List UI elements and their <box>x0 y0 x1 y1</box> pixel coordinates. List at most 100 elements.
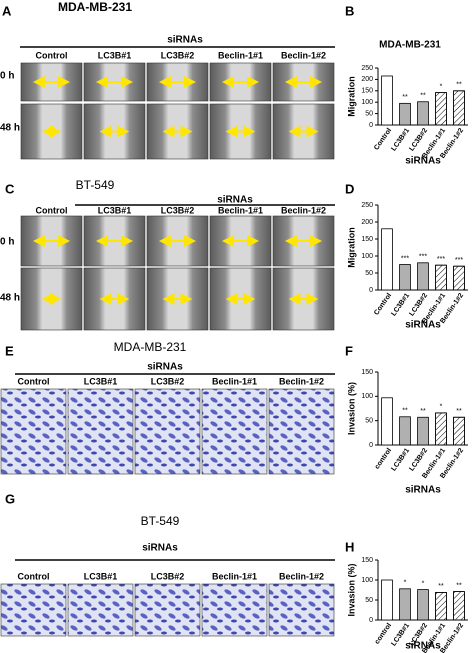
column-label: Control <box>18 571 50 581</box>
bar <box>399 102 411 126</box>
panel-label: G <box>5 491 15 506</box>
significance: * <box>440 404 443 411</box>
column-label: Control <box>36 205 68 215</box>
y-tick-label: 200 <box>361 219 373 226</box>
panel-label: F <box>345 343 353 358</box>
significance: ** <box>438 583 444 590</box>
panel-title: BT-549 <box>76 178 115 192</box>
group-label: siRNAs <box>167 35 203 46</box>
column-label: Beclin-1#2 <box>279 571 324 581</box>
group-label: siRNAs <box>147 362 183 373</box>
row-label: 0 h <box>0 237 14 248</box>
bar <box>417 589 429 621</box>
column-label: Control <box>36 50 68 60</box>
x-axis-label: siRNAs <box>405 320 441 331</box>
y-tick-label: 50 <box>365 597 373 604</box>
bar <box>417 262 429 291</box>
panel-label: E <box>5 343 14 358</box>
panel-title: MDA-MB-231 <box>58 0 132 14</box>
y-tick-label: 0 <box>369 122 373 129</box>
y-tick-label: 100 <box>361 393 373 400</box>
panel-title: BT-549 <box>141 514 180 528</box>
chart-title: MDA-MB-231 <box>379 40 441 51</box>
group-label: siRNAs <box>217 195 253 206</box>
significance: ** <box>402 408 408 415</box>
y-tick-label: 150 <box>361 236 373 243</box>
bar <box>417 101 429 126</box>
x-axis-label: siRNAs <box>405 641 441 652</box>
significance: *** <box>419 254 427 261</box>
significance: ** <box>456 408 462 415</box>
column-label: Beclin-1#2 <box>281 50 326 60</box>
bar <box>399 588 411 621</box>
micrograph <box>268 388 335 475</box>
panel-label: B <box>345 3 354 18</box>
row-label: 0 h <box>0 71 14 82</box>
x-axis-label: siRNAs <box>405 156 441 167</box>
bar <box>399 416 411 446</box>
y-tick-label: 0 <box>369 442 373 449</box>
bar <box>381 397 393 446</box>
significance: * <box>422 580 425 587</box>
column-label: LC3B#2 <box>151 376 185 386</box>
micrograph <box>0 388 67 475</box>
row-label: 48 h <box>0 123 20 134</box>
y-tick-label: 150 <box>361 557 373 564</box>
column-label: LC3B#2 <box>161 205 195 215</box>
y-tick-label: 0 <box>369 617 373 624</box>
bar-hatch <box>435 412 447 446</box>
y-tick-label: 100 <box>361 99 373 106</box>
group-label: siRNAs <box>142 543 178 554</box>
y-tick-label: 100 <box>361 253 373 260</box>
y-tick-label: 100 <box>361 577 373 584</box>
column-label: Beclin-1#1 <box>212 376 257 386</box>
significance: *** <box>455 257 463 264</box>
column-label: LC3B#1 <box>84 571 118 581</box>
significance: ** <box>420 408 426 415</box>
micrograph <box>0 583 67 637</box>
column-label: Beclin-1#1 <box>218 50 263 60</box>
y-tick-label: 50 <box>365 110 373 117</box>
bar <box>399 264 411 291</box>
micrograph <box>134 388 201 475</box>
significance: ** <box>456 582 462 589</box>
column-label: LC3B#2 <box>151 571 185 581</box>
significance: ** <box>456 82 462 89</box>
y-axis-label: Migration <box>346 227 356 268</box>
bar-hatch <box>453 591 465 621</box>
micrograph <box>83 215 146 267</box>
y-tick-label: 50 <box>365 418 373 425</box>
bar-hatch <box>453 416 465 446</box>
bar-hatch <box>435 592 447 621</box>
column-label: LC3B#1 <box>84 376 118 386</box>
panel-title: MDA-MB-231 <box>114 340 187 354</box>
micrograph <box>67 388 134 475</box>
y-tick-label: 250 <box>361 202 373 209</box>
column-label: Beclin-1#2 <box>279 376 324 386</box>
y-axis-label: Invasion (%) <box>346 563 356 616</box>
bar-hatch <box>435 92 447 126</box>
panel-label: A <box>2 3 12 18</box>
significance: * <box>440 83 443 90</box>
column-label: Beclin-1#1 <box>218 205 263 215</box>
bar-hatch <box>435 264 447 291</box>
micrograph <box>67 583 134 637</box>
panel-label: D <box>345 181 354 196</box>
bar-hatch <box>453 90 465 126</box>
row-label: 48 h <box>0 293 20 304</box>
micrograph <box>201 583 268 637</box>
panel-label: H <box>345 539 354 554</box>
panel-label: C <box>5 181 15 196</box>
significance: * <box>404 580 407 587</box>
micrograph <box>201 388 268 475</box>
significance: ** <box>402 94 408 101</box>
y-axis-label: Invasion (%) <box>346 382 356 435</box>
y-axis-label: Migration <box>346 76 356 117</box>
bar-hatch <box>453 265 465 291</box>
bar <box>381 579 393 621</box>
column-label: LC3B#2 <box>161 50 195 60</box>
y-tick-label: 150 <box>361 88 373 95</box>
micrograph <box>268 583 335 637</box>
